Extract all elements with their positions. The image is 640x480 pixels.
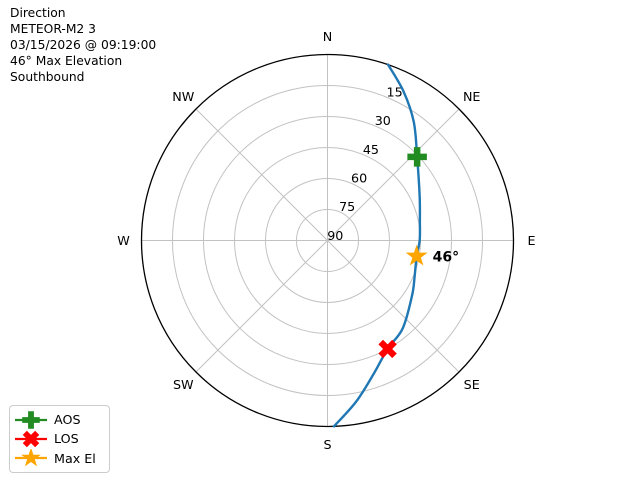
legend-marker-aos	[22, 410, 40, 429]
compass-label-se: SE	[464, 377, 480, 392]
los-x-icon	[15, 430, 47, 448]
legend-label-max-el: Max El	[54, 450, 96, 466]
compass-label-sw: SW	[173, 377, 194, 392]
pass-info-travel-direction: Southbound	[10, 70, 85, 84]
legend-item-los: LOS	[15, 429, 103, 448]
legend-marker-los	[22, 430, 40, 448]
max-el-star-icon	[15, 449, 47, 467]
marker-los	[378, 339, 397, 359]
legend-item-max-el: Max El	[15, 449, 103, 468]
legend-label-los: LOS	[54, 431, 79, 447]
compass-label-ne: NE	[463, 89, 481, 104]
pass-info-max-elevation: 46° Max Elevation	[10, 54, 123, 68]
elevation-tick-label-60: 60	[351, 171, 367, 186]
azimuth-spoke-sw	[195, 240, 328, 373]
compass-label-e: E	[527, 233, 535, 248]
elevation-tick-label-90: 90	[327, 228, 343, 243]
compass-label-w: W	[117, 233, 130, 248]
legend-marker-max-el	[21, 449, 41, 467]
legend-item-aos: AOS	[15, 410, 103, 429]
horizon-circle	[140, 53, 515, 428]
elevation-tick-label-75: 75	[339, 199, 355, 214]
pass-info-satellite-name: METEOR-M2 3	[10, 22, 96, 36]
legend-label-aos: AOS	[54, 412, 81, 428]
elevation-tick-label-30: 30	[375, 113, 391, 128]
marker-aos	[407, 147, 427, 167]
elevation-tick-label-45: 45	[363, 142, 379, 157]
azimuth-spoke-ne	[327, 108, 460, 241]
legend: AOS LOS Max El	[9, 405, 110, 473]
azimuth-spoke-nw	[195, 108, 328, 241]
aos-plus-icon	[15, 410, 47, 429]
azimuth-spoke-se	[327, 240, 460, 373]
marker-max-el	[405, 244, 428, 266]
compass-label-s: S	[323, 437, 331, 452]
pass-info-datetime: 03/15/2026 @ 09:19:00	[10, 38, 157, 52]
pass-info-direction-heading: Direction	[10, 6, 66, 20]
compass-label-n: N	[323, 29, 333, 44]
pass-info-block: Direction METEOR-M2 3 03/15/2026 @ 09:19…	[10, 5, 156, 85]
compass-label-nw: NW	[172, 89, 194, 104]
elevation-tick-label-15: 15	[387, 85, 403, 100]
max-elevation-annotation: 46°	[433, 250, 459, 266]
